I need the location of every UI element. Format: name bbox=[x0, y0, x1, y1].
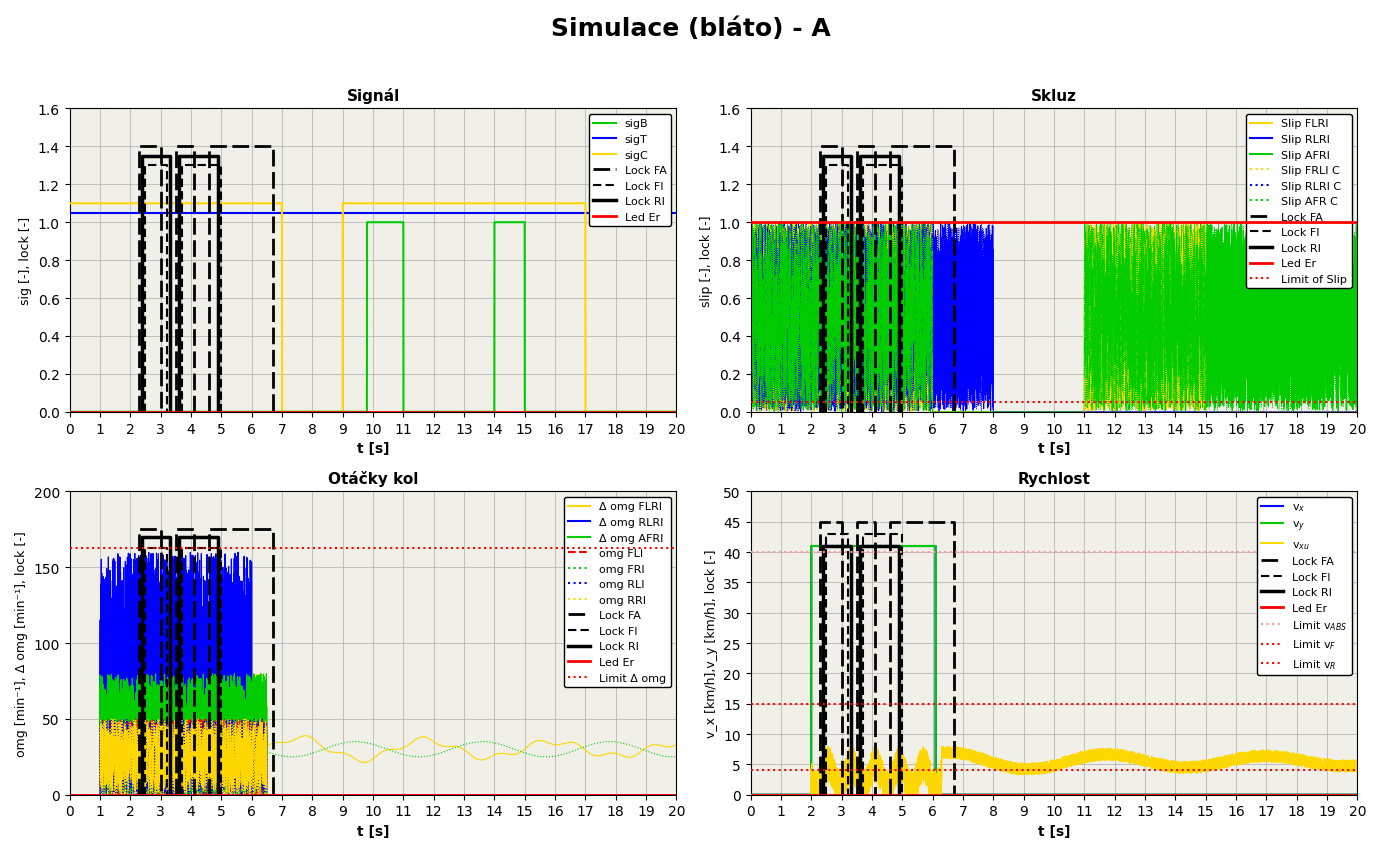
Y-axis label: slip [-], lock [-]: slip [-], lock [-] bbox=[700, 215, 713, 306]
Title: Otáčky kol: Otáčky kol bbox=[327, 471, 418, 486]
Legend: Δ omg FLRI, Δ omg RLRI, Δ omg AFRI, omg FLI, omg FRI, omg RLI, omg RRI, Lock FA,: Δ omg FLRI, Δ omg RLRI, Δ omg AFRI, omg … bbox=[563, 497, 671, 688]
Title: Rychlost: Rychlost bbox=[1018, 472, 1091, 486]
X-axis label: t [s]: t [s] bbox=[1037, 442, 1070, 456]
Text: Simulace (bláto) - A: Simulace (bláto) - A bbox=[551, 17, 830, 41]
Y-axis label: sig [-], lock [-]: sig [-], lock [-] bbox=[19, 217, 32, 305]
Title: Signál: Signál bbox=[347, 88, 399, 104]
X-axis label: t [s]: t [s] bbox=[1037, 824, 1070, 838]
Legend: sigB, sigT, sigC, Lock FA, Lock FI, Lock RI, Led Er: sigB, sigT, sigC, Lock FA, Lock FI, Lock… bbox=[588, 115, 671, 227]
Legend: Slip FLRI, Slip RLRI, Slip AFRI, Slip FRLI C, Slip RLRI C, Slip AFR C, Lock FA, : Slip FLRI, Slip RLRI, Slip AFRI, Slip FR… bbox=[1246, 115, 1352, 289]
X-axis label: t [s]: t [s] bbox=[356, 824, 389, 838]
Title: Skluz: Skluz bbox=[1030, 89, 1077, 104]
X-axis label: t [s]: t [s] bbox=[356, 442, 389, 456]
Y-axis label: omg [min⁻¹], Δ omg [min⁻¹], lock [-]: omg [min⁻¹], Δ omg [min⁻¹], lock [-] bbox=[15, 531, 28, 756]
Legend: v$_x$, v$_y$, v$_{xu}$, Lock FA, Lock FI, Lock RI, Led Er, Limit v$_{ABS}$, Limi: v$_x$, v$_y$, v$_{xu}$, Lock FA, Lock FI… bbox=[1257, 497, 1352, 676]
Y-axis label: v_x [km/h],v_y [km/h], lock [-]: v_x [km/h],v_y [km/h], lock [-] bbox=[704, 549, 718, 738]
